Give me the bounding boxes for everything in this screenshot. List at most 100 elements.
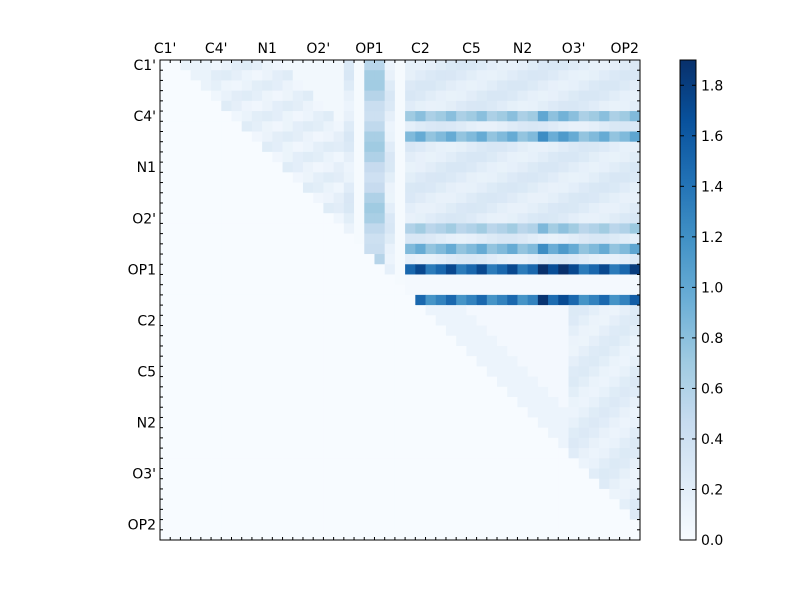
heatmap-cell bbox=[629, 172, 641, 183]
heatmap-cell bbox=[374, 509, 386, 520]
heatmap-cell bbox=[180, 121, 192, 132]
heatmap-cell bbox=[190, 397, 202, 408]
heatmap-cell bbox=[537, 488, 549, 500]
heatmap-cell bbox=[568, 264, 580, 275]
heatmap-cell bbox=[507, 192, 518, 204]
heatmap-cell bbox=[180, 213, 192, 224]
heatmap-cell bbox=[425, 151, 437, 163]
heatmap-cell bbox=[313, 407, 324, 418]
heatmap-cell bbox=[354, 141, 365, 153]
heatmap-cell bbox=[425, 162, 437, 173]
heatmap-cell bbox=[211, 437, 222, 449]
heatmap-cell bbox=[343, 284, 355, 296]
heatmap-cell bbox=[599, 70, 610, 81]
heatmap-cell bbox=[333, 294, 345, 306]
heatmap-cell bbox=[527, 335, 539, 347]
heatmap-cell bbox=[466, 427, 477, 439]
heatmap-cell bbox=[384, 417, 396, 429]
heatmap-cell bbox=[527, 499, 539, 510]
heatmap-cell bbox=[374, 121, 386, 132]
heatmap-cell bbox=[292, 213, 304, 224]
heatmap-cell bbox=[445, 192, 457, 204]
heatmap-cell bbox=[313, 111, 324, 122]
heatmap-cell bbox=[272, 417, 283, 429]
heatmap-cell bbox=[282, 233, 294, 245]
heatmap-cell bbox=[486, 397, 498, 408]
heatmap-cell bbox=[241, 366, 253, 377]
heatmap-cell bbox=[343, 407, 355, 418]
heatmap-cell bbox=[599, 458, 610, 469]
heatmap-cell bbox=[231, 345, 243, 357]
heatmap-cell bbox=[394, 509, 406, 520]
heatmap-cell bbox=[507, 345, 518, 357]
heatmap-cell bbox=[466, 141, 477, 153]
heatmap-cell bbox=[394, 499, 406, 510]
heatmap-cell bbox=[619, 284, 631, 296]
heatmap-cell bbox=[211, 519, 222, 531]
heatmap-cell bbox=[170, 131, 181, 143]
heatmap-cell bbox=[180, 182, 192, 194]
heatmap-cell bbox=[221, 162, 232, 173]
heatmap-cell bbox=[343, 519, 355, 531]
heatmap-cell bbox=[405, 192, 416, 204]
heatmap-cell bbox=[588, 468, 600, 480]
heatmap-cell bbox=[558, 141, 569, 153]
heatmap-cell bbox=[374, 335, 386, 347]
heatmap-cell bbox=[302, 274, 314, 286]
heatmap-cell bbox=[619, 70, 631, 81]
heatmap-cell bbox=[221, 468, 232, 480]
heatmap-cell bbox=[231, 151, 243, 163]
heatmap-cell bbox=[241, 448, 253, 459]
heatmap-cell bbox=[619, 458, 631, 469]
heatmap-cell bbox=[384, 213, 396, 224]
heatmap-cell bbox=[415, 121, 426, 132]
heatmap-cell bbox=[211, 407, 222, 418]
heatmap-cell bbox=[180, 417, 192, 429]
heatmap-cell bbox=[476, 448, 488, 459]
heatmap-cell bbox=[405, 335, 416, 347]
heatmap-cell bbox=[466, 151, 477, 163]
heatmap-cell bbox=[251, 264, 263, 275]
heatmap-cell bbox=[415, 448, 426, 459]
heatmap-cell bbox=[497, 488, 508, 500]
heatmap-cell bbox=[180, 80, 192, 92]
heatmap-cell bbox=[170, 172, 181, 183]
heatmap-cell bbox=[323, 182, 335, 194]
heatmap-cell bbox=[241, 397, 253, 408]
heatmap-cell bbox=[548, 376, 559, 388]
heatmap-cell bbox=[456, 356, 467, 367]
heatmap-cell bbox=[364, 376, 375, 388]
heatmap-cell bbox=[394, 192, 406, 204]
heatmap-cell bbox=[497, 223, 508, 235]
heatmap-cell bbox=[415, 437, 426, 449]
heatmap-cell bbox=[486, 417, 498, 429]
heatmap-cell bbox=[313, 448, 324, 459]
heatmap-cell bbox=[445, 254, 457, 265]
heatmap-cell bbox=[517, 141, 529, 153]
heatmap-cell bbox=[374, 80, 386, 92]
heatmap-cell bbox=[445, 509, 457, 520]
heatmap-cell bbox=[629, 397, 641, 408]
heatmap-cell bbox=[476, 141, 488, 153]
heatmap-cell bbox=[200, 90, 212, 102]
heatmap-cell bbox=[272, 223, 283, 235]
heatmap-cell bbox=[435, 202, 447, 214]
heatmap-cell bbox=[190, 70, 202, 81]
heatmap-cell bbox=[170, 407, 181, 418]
heatmap-cell bbox=[405, 70, 416, 81]
heatmap-cell bbox=[497, 213, 508, 224]
heatmap-cell bbox=[558, 151, 569, 163]
heatmap-cell bbox=[497, 182, 508, 194]
heatmap-cell bbox=[180, 243, 192, 255]
heatmap-cell bbox=[629, 356, 641, 367]
heatmap-cell bbox=[486, 305, 498, 316]
heatmap-cell bbox=[211, 141, 222, 153]
heatmap-cell bbox=[302, 386, 314, 398]
heatmap-cell bbox=[292, 100, 304, 112]
heatmap-cell bbox=[170, 397, 181, 408]
heatmap-cell bbox=[211, 111, 222, 122]
heatmap-cell bbox=[333, 141, 345, 153]
heatmap-cell bbox=[170, 243, 181, 255]
heatmap-cell bbox=[405, 417, 416, 429]
heatmap-cell bbox=[425, 202, 437, 214]
